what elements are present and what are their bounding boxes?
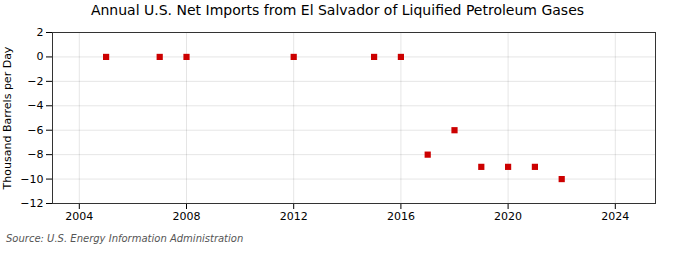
svg-text:2008: 2008 [173,210,201,223]
svg-text:−12: −12 [20,197,43,210]
svg-text:−8: −8 [27,148,43,161]
svg-text:2012: 2012 [280,210,308,223]
svg-text:−10: −10 [20,173,43,186]
svg-text:0: 0 [37,50,44,63]
svg-text:2: 2 [37,26,44,39]
svg-text:−4: −4 [27,99,43,112]
svg-text:Thousand Barrels per Day: Thousand Barrels per Day [1,46,14,190]
svg-text:−2: −2 [27,75,43,88]
html-text:Source: U.S. Energy Informatio: Source: U.S. Energy Information Administ… [6,233,244,244]
svg-text:−6: −6 [27,124,43,137]
svg-text:2024: 2024 [601,210,629,223]
html-text:Annual U.S. Net Imports from E: Annual U.S. Net Imports from El Salvador… [90,2,585,18]
svg-text:2004: 2004 [65,210,93,223]
svg-text:2016: 2016 [387,210,415,223]
svg-text:2020: 2020 [494,210,522,223]
